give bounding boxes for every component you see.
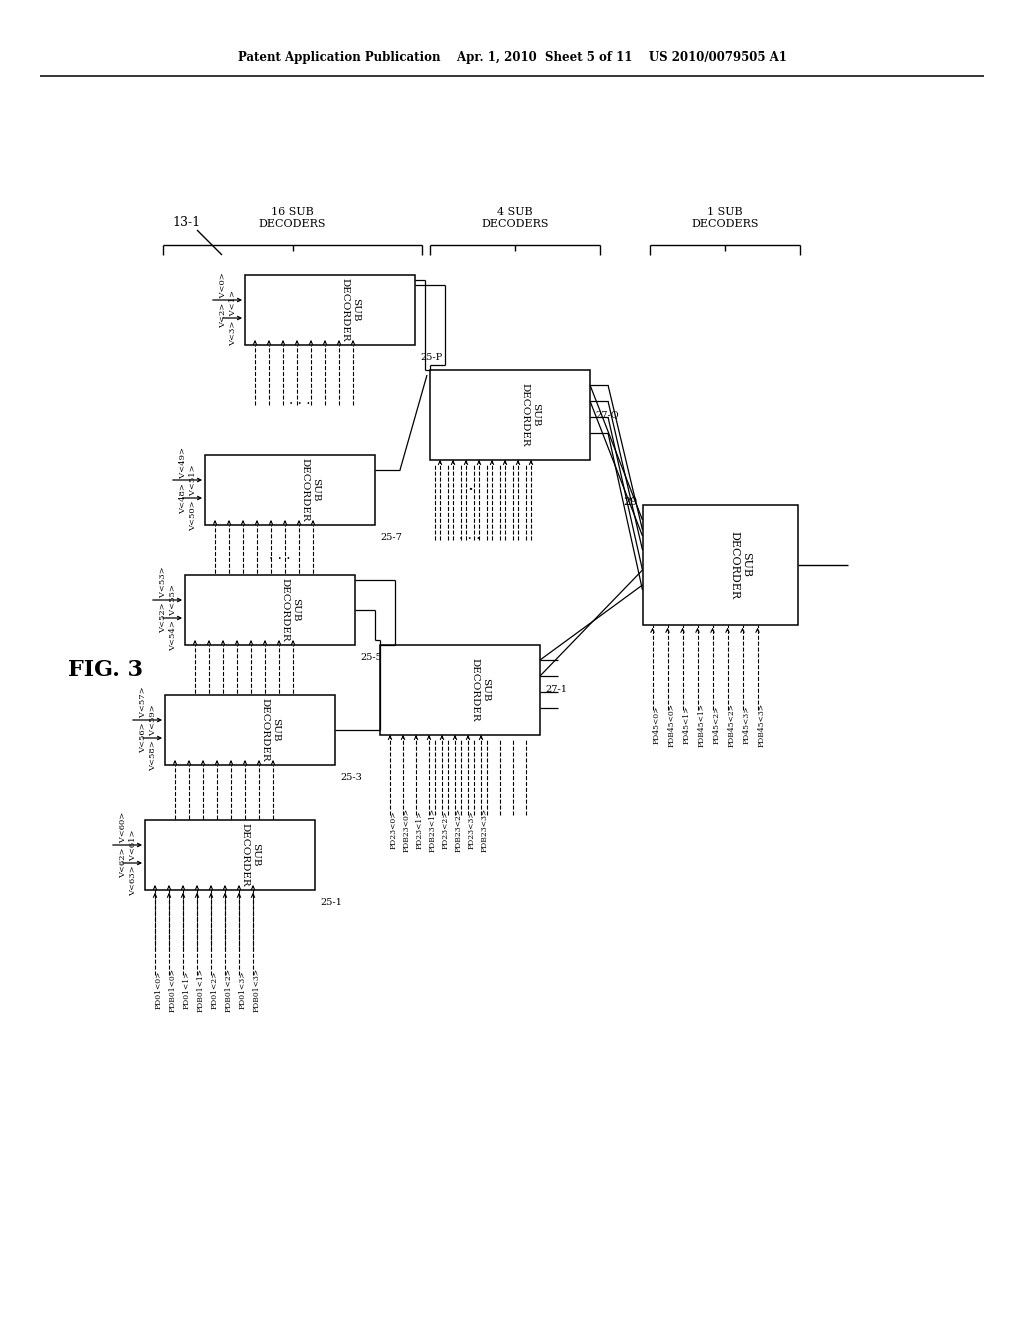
Text: PDB45<2>: PDB45<2> — [727, 704, 735, 747]
Text: . . .: . . . — [269, 548, 291, 562]
Bar — [245, 275, 415, 345]
Text: 27-Q: 27-Q — [595, 411, 618, 420]
Text: V<3>  V<1>: V<3> V<1> — [229, 290, 237, 346]
Text: PD23<3>: PD23<3> — [468, 810, 476, 849]
Text: 25-P: 25-P — [420, 352, 442, 362]
Text: SUB
DECORDER: SUB DECORDER — [729, 531, 751, 599]
Text: PDB01<3>: PDB01<3> — [253, 968, 261, 1012]
Text: PD01<0>: PD01<0> — [155, 970, 163, 1010]
Text: SUB
DECORDER: SUB DECORDER — [470, 659, 489, 722]
Text: 25-7: 25-7 — [380, 533, 401, 543]
Text: PDB23<1>: PDB23<1> — [429, 808, 437, 853]
Text: 27-1: 27-1 — [545, 685, 567, 694]
Text: V<50>  V<51>: V<50> V<51> — [189, 465, 197, 532]
Bar — [430, 370, 590, 459]
Bar — [145, 820, 315, 890]
Text: PD01<2>: PD01<2> — [211, 970, 219, 1010]
Text: V<63>  V<61>: V<63> V<61> — [129, 830, 137, 896]
Text: PDB45<1>: PDB45<1> — [697, 704, 706, 747]
Text: PD23<2>: PD23<2> — [442, 810, 450, 849]
Text: PDB01<0>: PDB01<0> — [169, 968, 177, 1012]
Text: 4 SUB
DECODERS: 4 SUB DECODERS — [481, 207, 549, 228]
Text: PD45<1>: PD45<1> — [683, 706, 690, 744]
Text: PD45<2>: PD45<2> — [713, 706, 721, 744]
Text: 25-5: 25-5 — [360, 653, 382, 663]
Text: . . .: . . . — [459, 528, 480, 543]
Text: SUB
DECORDER: SUB DECORDER — [241, 824, 260, 887]
Text: PDB23<3>: PDB23<3> — [481, 808, 489, 853]
Text: V<56>  V<57>: V<56> V<57> — [139, 686, 147, 754]
Text: 1 SUB
DECODERS: 1 SUB DECODERS — [691, 207, 759, 228]
Text: PD45<3>: PD45<3> — [742, 706, 751, 744]
Text: V<48>  V<49>: V<48> V<49> — [179, 446, 187, 513]
Text: PD23<0>: PD23<0> — [390, 810, 398, 849]
Text: V<58>  V<59>: V<58> V<59> — [150, 705, 157, 771]
Text: Patent Application Publication    Apr. 1, 2010  Sheet 5 of 11    US 2010/0079505: Patent Application Publication Apr. 1, 2… — [238, 51, 786, 65]
Text: SUB
DECORDER: SUB DECORDER — [300, 458, 319, 521]
Text: V<54>  V<55>: V<54> V<55> — [169, 585, 177, 652]
Text: SUB
DECORDER: SUB DECORDER — [340, 279, 359, 342]
Bar — [185, 576, 355, 645]
Text: PDB45<3>: PDB45<3> — [758, 704, 766, 747]
Text: V<62>  V<60>: V<62> V<60> — [119, 812, 127, 878]
Text: PD01<3>: PD01<3> — [239, 970, 247, 1010]
Text: PDB45<0>: PDB45<0> — [668, 704, 676, 747]
Text: ·: · — [467, 480, 473, 499]
Text: PDB01<1>: PDB01<1> — [197, 968, 205, 1012]
Text: FIG. 3: FIG. 3 — [68, 659, 142, 681]
Text: PD23<1>: PD23<1> — [416, 810, 424, 849]
Text: 25-3: 25-3 — [340, 774, 361, 781]
Text: SUB
DECORDER: SUB DECORDER — [281, 578, 300, 642]
Text: 16 SUB
DECODERS: 16 SUB DECODERS — [259, 207, 327, 228]
Text: PD01<1>: PD01<1> — [183, 970, 191, 1010]
Text: . . .: . . . — [289, 393, 310, 407]
Text: V<2>  V<0>: V<2> V<0> — [219, 272, 227, 327]
Text: 25-1: 25-1 — [319, 898, 342, 907]
Bar — [205, 455, 375, 525]
Text: V<52>  V<53>: V<52> V<53> — [159, 566, 167, 634]
Bar — [380, 645, 540, 735]
Text: PDB01<2>: PDB01<2> — [225, 968, 233, 1012]
Text: SUB
DECORDER: SUB DECORDER — [520, 383, 540, 446]
Text: 13-1: 13-1 — [173, 215, 201, 228]
Text: SUB
DECORDER: SUB DECORDER — [260, 698, 280, 762]
Text: PD45<0>: PD45<0> — [652, 706, 660, 744]
Text: PDB23<0>: PDB23<0> — [403, 808, 411, 853]
Text: 29: 29 — [624, 498, 638, 507]
Text: PDB23<2>: PDB23<2> — [455, 808, 463, 853]
Bar — [642, 506, 798, 624]
Bar — [165, 696, 335, 766]
